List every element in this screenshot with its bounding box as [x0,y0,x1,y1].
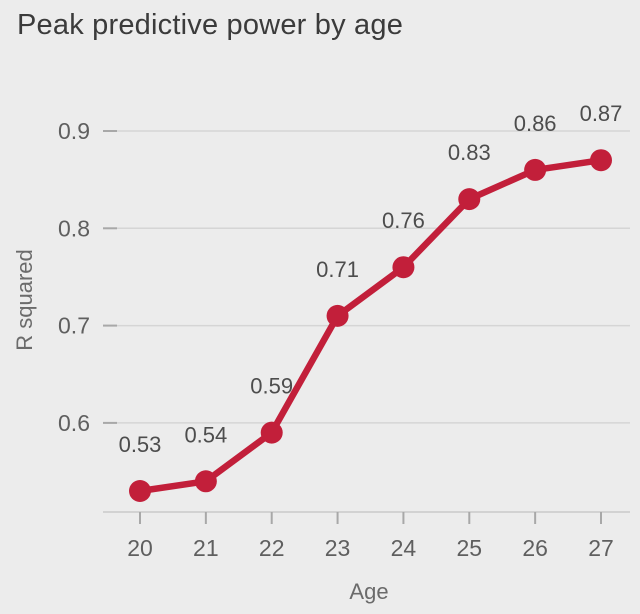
data-point-marker [326,304,349,327]
y-tick-label: 0.7 [58,313,90,339]
x-tick-label: 21 [193,535,219,561]
data-point-marker [524,158,547,181]
data-point-marker [392,256,415,279]
series-line [136,156,605,495]
data-point-label: 0.53 [119,432,162,457]
data-point-label: 0.86 [514,111,557,136]
y-tick-label: 0.8 [58,215,90,241]
data-point-label: 0.71 [316,257,359,282]
data-point-label: 0.54 [184,422,227,447]
data-point-marker [590,149,612,172]
data-point-marker [260,421,283,444]
y-tick-label: 0.9 [58,118,90,144]
x-tick-label: 25 [456,535,482,561]
x-tick-label: 23 [325,535,351,561]
data-point-label: 0.83 [448,140,491,165]
data-point-marker [129,480,151,503]
y-axis-title: R squared [12,249,37,351]
data-point-marker [194,470,217,493]
chart-title: Peak predictive power by age [17,9,404,41]
data-point-label: 0.76 [382,208,425,233]
x-tick-label: 26 [522,535,548,561]
x-tick-label: 27 [588,535,614,561]
y-tick-label: 0.6 [58,410,90,436]
data-point-label: 0.87 [580,101,623,126]
x-tick-label: 24 [391,535,417,561]
data-point-marker [458,188,481,211]
x-tick-label: 20 [127,535,153,561]
x-tick-label: 22 [259,535,285,561]
data-point-label: 0.59 [250,374,293,399]
x-axis-title: Age [349,579,389,604]
